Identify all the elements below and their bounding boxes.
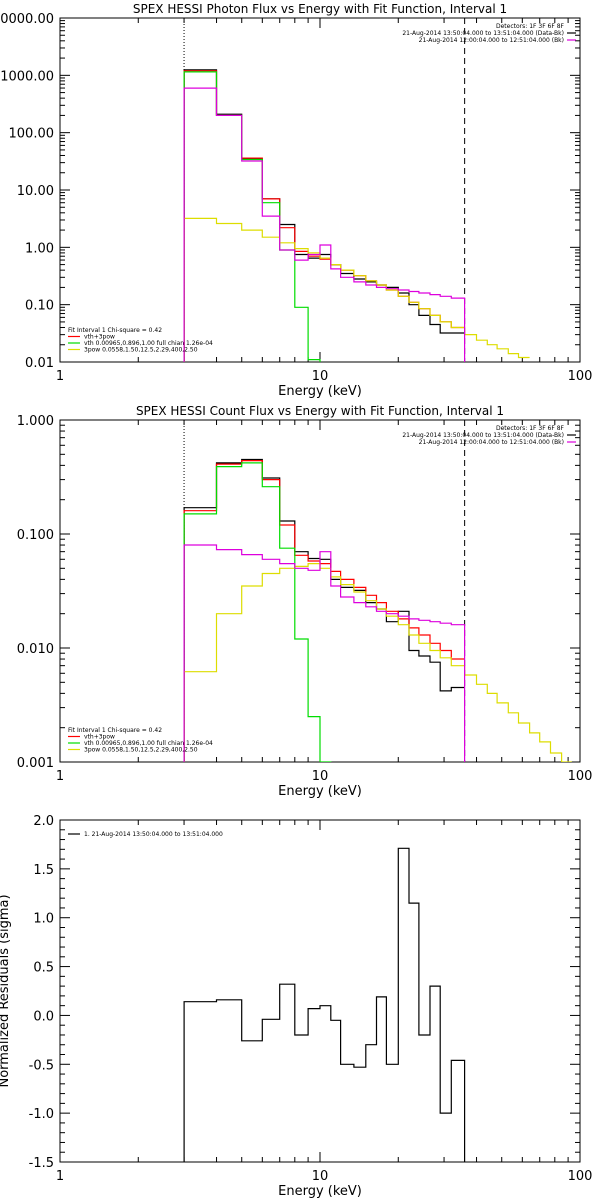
y-tick-label: 0.10 <box>25 299 54 314</box>
legend-right-entry: 21-Aug-2014 12:00:04.000 to 12:51:04.000… <box>419 439 564 446</box>
y-tick-label: 2.0 <box>33 814 54 829</box>
series-magenta-line <box>183 544 466 762</box>
legend-left-entry: 1. 21-Aug-2014 13:50:04.000 to 13:51:04.… <box>84 831 223 838</box>
y-tick-label: 1.0 <box>33 912 54 927</box>
y-tick-label: 1.000 <box>17 414 54 429</box>
series-green-line <box>183 71 321 362</box>
plot-area <box>183 847 466 1162</box>
legend-left-entry: 3pow 0.0558,1.50,12.5,2.29,400,2.50 <box>84 347 198 354</box>
x-tick-label: 1 <box>56 369 64 384</box>
series-green-line <box>183 462 332 762</box>
y-tick-label: 0.100 <box>17 528 54 543</box>
y-tick-label: 10.00 <box>17 184 54 199</box>
y-tick-label: 0.5 <box>33 961 54 976</box>
x-tick-label: 1 <box>56 1169 64 1184</box>
plot-area <box>183 420 572 762</box>
y-tick-label: 0.0 <box>33 1009 54 1024</box>
y-tick-label: 1.5 <box>33 863 54 878</box>
y-tick-label: -1.0 <box>29 1107 54 1122</box>
chart-panel-2: SPEX HESSI Count Flux vs Energy with Fit… <box>17 404 593 799</box>
series-black-line <box>183 69 465 362</box>
plot-area <box>183 18 530 362</box>
chart-panel-3: 1 10 100 -1.5 -1.0 -0.5 0.0 0.5 1.0 1.5 2.0 Energy … <box>0 814 592 1199</box>
x-tick-label: 100 <box>568 1169 593 1184</box>
x-axis-label: Energy (keV) <box>278 1184 362 1199</box>
legend-right-entry: Detectors: 1F 3F 6F 8F <box>496 23 565 30</box>
legend-left-entry: vth 0.00965,0.896,1.00 full chian 1.26e-… <box>84 740 213 747</box>
y-tick-label: -1.5 <box>29 1156 54 1171</box>
chart-panel-1: SPEX HESSI Photon Flux vs Energy with Fi… <box>0 2 592 399</box>
x-axis-label: Energy (keV) <box>278 784 362 799</box>
series-magenta-line <box>183 87 466 362</box>
chart-title: SPEX HESSI Photon Flux vs Energy with Fi… <box>133 2 507 16</box>
legend-left-entry: vth+3pow <box>84 334 115 341</box>
series-black-line <box>183 847 466 1162</box>
y-tick-label: -0.5 <box>29 1058 54 1073</box>
y-tick-label: 100.00 <box>9 127 55 142</box>
plot-frame <box>59 819 581 1163</box>
legend-left-entry: Fit Interval 1 Chi-square = 0.42 <box>68 727 162 734</box>
legend-left-entry: 3pow 0.0558,1.50,12.5,2.29,400,2.50 <box>84 747 198 754</box>
y-axis-label: Normalized Residuals (sigma) <box>0 894 12 1087</box>
y-tick-label: 1.00 <box>25 241 54 256</box>
x-tick-label: 10 <box>312 1169 329 1184</box>
chart-title: SPEX HESSI Count Flux vs Energy with Fit… <box>136 404 504 418</box>
legend-right-entry: 21-Aug-2014 12:00:04.000 to 12:51:04.000… <box>419 37 564 44</box>
x-tick-label: 1 <box>56 769 64 784</box>
legend-right-entry: 21-Aug-2014 13:50:04.000 to 13:51:04.000… <box>402 30 564 37</box>
legend-left-entry: vth+3pow <box>84 734 115 741</box>
y-tick-label: 0.001 <box>17 756 54 771</box>
series-yellow-line <box>183 563 572 762</box>
plot-frame <box>59 419 581 763</box>
plot-frame <box>59 17 581 363</box>
legend-left-entry: vth 0.00965,0.896,1.00 full chian 1.26e-… <box>84 340 213 347</box>
y-tick-label: 10000.00 <box>0 12 54 27</box>
legend-right-entry: Detectors: 1F 3F 6F 8F <box>496 425 565 432</box>
x-tick-label: 100 <box>568 369 593 384</box>
legend-left-entry: Fit Interval 1 Chi-square = 0.42 <box>68 327 162 334</box>
x-tick-label: 10 <box>312 369 329 384</box>
y-tick-label: 0.01 <box>25 356 54 371</box>
x-tick-label: 10 <box>312 769 329 784</box>
legend-right-entry: 21-Aug-2014 13:50:04.000 to 13:51:04.000… <box>402 432 564 439</box>
y-tick-label: 1000.00 <box>0 69 54 84</box>
y-tick-label: 0.010 <box>17 642 54 657</box>
x-tick-label: 100 <box>568 769 593 784</box>
series-yellow-line <box>183 217 530 362</box>
x-axis-label: Energy (keV) <box>278 384 362 399</box>
